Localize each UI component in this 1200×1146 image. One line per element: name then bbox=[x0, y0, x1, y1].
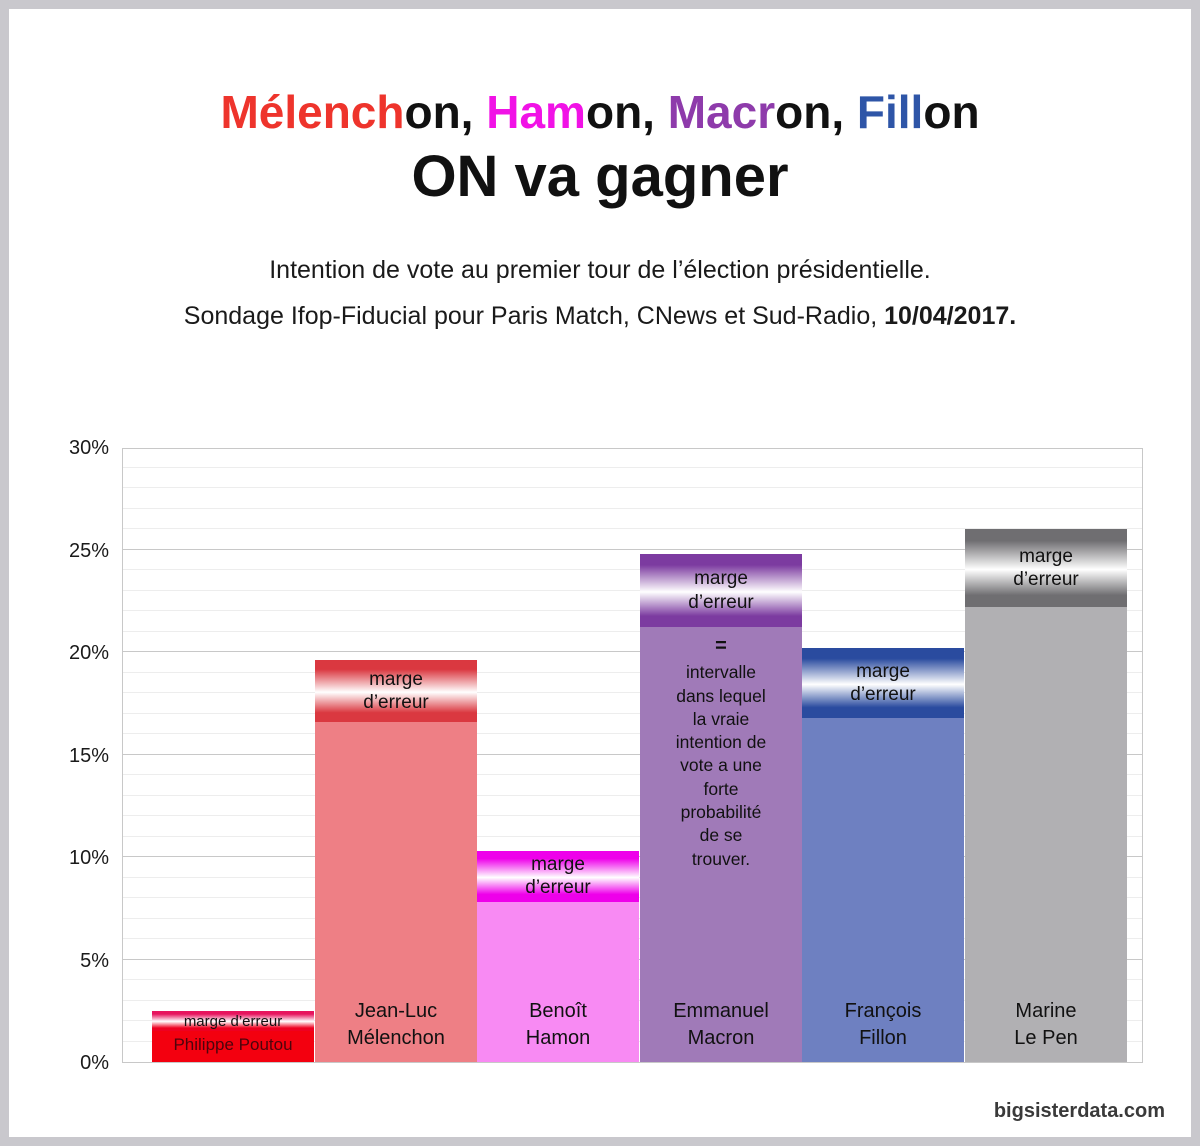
headline-segment: on, bbox=[404, 86, 487, 138]
minor-gridline bbox=[123, 774, 1142, 775]
candidate-name-label: Marine Le Pen bbox=[1014, 999, 1078, 1049]
candidate-bar: marge d’erreur Benoît Hamon bbox=[477, 850, 639, 1062]
y-axis-tick-label: 30% bbox=[68, 437, 109, 459]
headline-segment: Mélench bbox=[220, 86, 405, 138]
major-gridline bbox=[123, 548, 1142, 550]
y-axis-tick-label: 0% bbox=[80, 1052, 109, 1074]
minor-gridline bbox=[123, 692, 1142, 693]
error-margin-label: marge d’erreur bbox=[1013, 545, 1079, 590]
subtitle-source-text: Sondage Ifop-Fiducial pour Paris Match, … bbox=[183, 302, 885, 330]
candidate-name-label: Emmanuel Macron bbox=[673, 1000, 769, 1049]
bar-body: François Fillon bbox=[802, 717, 964, 1062]
minor-gridline bbox=[123, 507, 1142, 509]
major-gridline bbox=[123, 651, 1142, 652]
headline-segment: on, bbox=[775, 86, 857, 138]
y-axis-tick-label: 5% bbox=[80, 949, 109, 972]
headline-main: ON va gagner bbox=[411, 144, 789, 209]
bar-body: = intervalle dans lequel la vraie intenti… bbox=[640, 627, 802, 1062]
error-margin-band: marge d’erreur bbox=[965, 529, 1127, 607]
minor-gridline bbox=[123, 733, 1142, 734]
bar-chart: marge d’erreur Philippe Poutou marge d’err… bbox=[9, 437, 1191, 1074]
minor-gridline bbox=[123, 528, 1142, 529]
minor-gridline bbox=[123, 835, 1142, 837]
minor-gridline bbox=[123, 569, 1142, 570]
headline-segment: Ham bbox=[486, 86, 586, 138]
headline-segment: Macr bbox=[667, 86, 776, 138]
headline-segment: on bbox=[923, 86, 980, 138]
error-margin-explanation: = intervalle dans lequel la vraie intenti… bbox=[640, 635, 802, 870]
error-margin-label: marge d’erreur bbox=[363, 668, 429, 713]
candidate-bar: marge d’erreur Jean-Luc Mélenchon bbox=[315, 660, 477, 1062]
headline-segment: on, bbox=[585, 86, 668, 138]
error-margin-label: marge d’erreur bbox=[688, 568, 754, 613]
minor-gridline bbox=[123, 815, 1142, 816]
error-margin-band: marge d’erreur bbox=[477, 850, 639, 903]
bar-body: Jean-Luc Mélenchon bbox=[315, 721, 477, 1062]
minor-gridline bbox=[123, 487, 1142, 488]
infographic-card: Mélenchon, Hamon, Macron, Fillon ON va g… bbox=[9, 9, 1191, 1137]
credit-watermark: bigsisterdata.com bbox=[993, 1100, 1165, 1122]
major-gridline bbox=[123, 753, 1142, 755]
minor-gridline bbox=[123, 671, 1142, 673]
error-margin-band: marge d’erreur bbox=[802, 647, 964, 718]
equals-sign: = bbox=[715, 635, 727, 658]
error-margin-band: marge d’erreur bbox=[315, 660, 477, 722]
y-axis-tick-label: 15% bbox=[68, 744, 109, 767]
minor-gridline bbox=[123, 712, 1142, 714]
y-axis-tick-label: 10% bbox=[68, 847, 109, 869]
minor-gridline bbox=[123, 466, 1142, 468]
candidate-bar: marge d’erreur Marine Le Pen bbox=[965, 529, 1127, 1062]
candidate-name-label: François Fillon bbox=[844, 999, 922, 1049]
bar-body: Benoît Hamon bbox=[477, 902, 639, 1062]
plot-area: marge d’erreur Philippe Poutou marge d’err… bbox=[122, 448, 1143, 1063]
headline-segment: Fill bbox=[856, 86, 924, 138]
y-axis-tick-label: 25% bbox=[68, 539, 109, 562]
candidate-bar: marge d’erreur François Fillon bbox=[802, 647, 964, 1062]
error-margin-label: marge d’erreur bbox=[525, 854, 591, 899]
error-margin-band: marge d’erreur bbox=[640, 553, 802, 628]
minor-gridline bbox=[123, 794, 1142, 796]
minor-gridline bbox=[123, 630, 1142, 632]
error-margin-label: marge d’erreur bbox=[850, 660, 916, 705]
candidate-bar: marge d’erreur Philippe Poutou bbox=[152, 1010, 314, 1062]
subtitle-date: 10/04/2017. bbox=[884, 302, 1017, 330]
error-margin-label: marge d’erreur bbox=[183, 1012, 283, 1030]
candidate-name-label: Benoît Hamon bbox=[525, 1000, 591, 1049]
y-axis-tick-label: 20% bbox=[68, 642, 109, 664]
candidate-bar: marge d’erreur = intervalle dans lequel la… bbox=[640, 553, 802, 1062]
subtitle-poll-description: Intention de vote au premier tour de l’é… bbox=[269, 256, 931, 284]
candidate-name-label: Philippe Poutou bbox=[173, 1035, 293, 1055]
subtitle-poll-source: Sondage Ifop-Fiducial pour Paris Match, … bbox=[9, 302, 1191, 331]
error-margin-band: marge d’erreur bbox=[152, 1010, 314, 1032]
minor-gridline bbox=[123, 589, 1142, 591]
minor-gridline bbox=[123, 610, 1142, 611]
headline-candidates: Mélenchon, Hamon, Macron, Fillon bbox=[9, 87, 1191, 138]
bar-body: Marine Le Pen bbox=[965, 606, 1127, 1062]
candidate-name-label: Jean-Luc Mélenchon bbox=[347, 1000, 445, 1049]
bar-body: Philippe Poutou bbox=[152, 1031, 314, 1062]
explanation-text: intervalle dans lequel la vraie intentio… bbox=[675, 662, 767, 869]
